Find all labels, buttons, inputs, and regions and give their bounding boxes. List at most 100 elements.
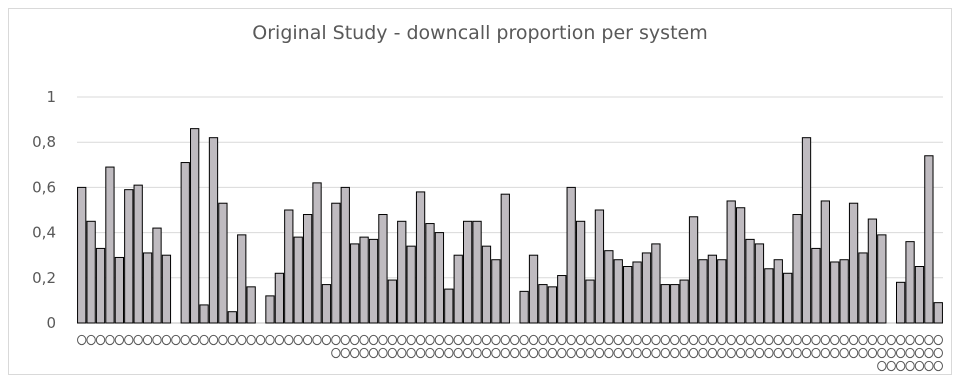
bar (811, 247, 821, 324)
x-category-label (538, 347, 548, 359)
x-category-label (585, 347, 595, 359)
bar (142, 252, 153, 324)
x-category-label (811, 347, 821, 359)
bar (397, 220, 407, 324)
x-category-label (415, 334, 426, 346)
bar (877, 234, 887, 324)
bar (481, 245, 492, 324)
x-category-label (434, 334, 445, 346)
x-category-label (284, 334, 294, 346)
x-category-label (359, 334, 369, 346)
bar (726, 200, 736, 324)
bar (641, 252, 652, 324)
bar (444, 288, 454, 324)
bar (265, 295, 275, 324)
bar (623, 266, 633, 324)
x-category-label (651, 334, 661, 346)
x-category-label (632, 334, 642, 346)
bar (820, 200, 830, 324)
x-category-label (265, 334, 275, 346)
x-category-label (717, 347, 727, 359)
x-category-label (444, 334, 454, 346)
x-category-label (462, 334, 473, 346)
x-category-label (510, 334, 520, 346)
bar (839, 259, 849, 324)
x-category-label (218, 334, 228, 346)
x-category-label (858, 334, 868, 346)
x-category-label (594, 347, 605, 359)
x-category-label (801, 334, 812, 346)
x-category-label (820, 347, 831, 359)
x-category-label (481, 347, 492, 359)
x-category-label (622, 334, 633, 346)
y-tick-label: 0,6 (32, 178, 56, 196)
x-category-label (641, 334, 652, 346)
y-tick-label: 0 (46, 314, 56, 332)
x-category-label (124, 334, 134, 346)
x-category-label (679, 334, 689, 346)
bar (754, 243, 765, 324)
x-category-label (660, 334, 671, 346)
x-category-label (472, 347, 482, 359)
x-category-label (491, 334, 501, 346)
x-category-label (801, 347, 812, 359)
bar (566, 186, 576, 324)
x-category-label (764, 334, 774, 346)
x-category-label (246, 334, 256, 346)
x-category-label (189, 334, 200, 346)
x-category-label (679, 347, 689, 359)
x-category-label (387, 347, 398, 359)
bar (293, 236, 303, 324)
x-category-label (378, 347, 388, 359)
x-category-label (839, 334, 849, 346)
x-category-label (848, 334, 859, 346)
x-category-label (519, 334, 529, 346)
bar (95, 247, 106, 324)
x-category-label (688, 347, 699, 359)
x-category-label (745, 347, 755, 359)
x-category-label (453, 347, 463, 359)
y-tick-label: 0,8 (32, 133, 56, 151)
x-category-label (575, 334, 586, 346)
bar (425, 223, 435, 324)
y-axis: 0 0,2 0,4 0,6 0,8 1 (32, 88, 56, 332)
bar (613, 259, 623, 324)
x-category-label (349, 347, 360, 359)
bar (848, 202, 859, 324)
bar (896, 281, 906, 324)
bar (227, 311, 237, 324)
bar (453, 254, 463, 324)
x-category-label (830, 334, 840, 346)
x-category-label (274, 334, 285, 346)
x-category-label (434, 347, 445, 359)
x-category-label (914, 360, 925, 372)
x-category-label (528, 334, 539, 346)
bar (472, 220, 482, 324)
x-category-label (105, 334, 115, 346)
x-category-label (905, 347, 915, 359)
bar (86, 220, 96, 324)
bar (274, 272, 285, 324)
x-category-label (924, 360, 934, 372)
bar (180, 162, 190, 324)
chart-title: Original Study - downcall proportion per… (252, 22, 708, 44)
x-category-label (349, 334, 360, 346)
x-category-label (717, 334, 727, 346)
x-category-label (867, 347, 878, 359)
x-category-label (895, 334, 906, 346)
bar (152, 227, 162, 324)
bar (237, 234, 247, 324)
x-category-label (237, 334, 247, 346)
bar (792, 214, 802, 324)
x-category-label (321, 334, 332, 346)
x-category-label (604, 347, 614, 359)
bar (575, 220, 586, 324)
x-category-label (726, 347, 736, 359)
bar (105, 166, 115, 324)
x-category-label (415, 347, 426, 359)
x-category-label (538, 334, 548, 346)
bar (924, 155, 934, 324)
bars (77, 128, 943, 324)
bar (350, 243, 360, 324)
bar (773, 259, 783, 324)
